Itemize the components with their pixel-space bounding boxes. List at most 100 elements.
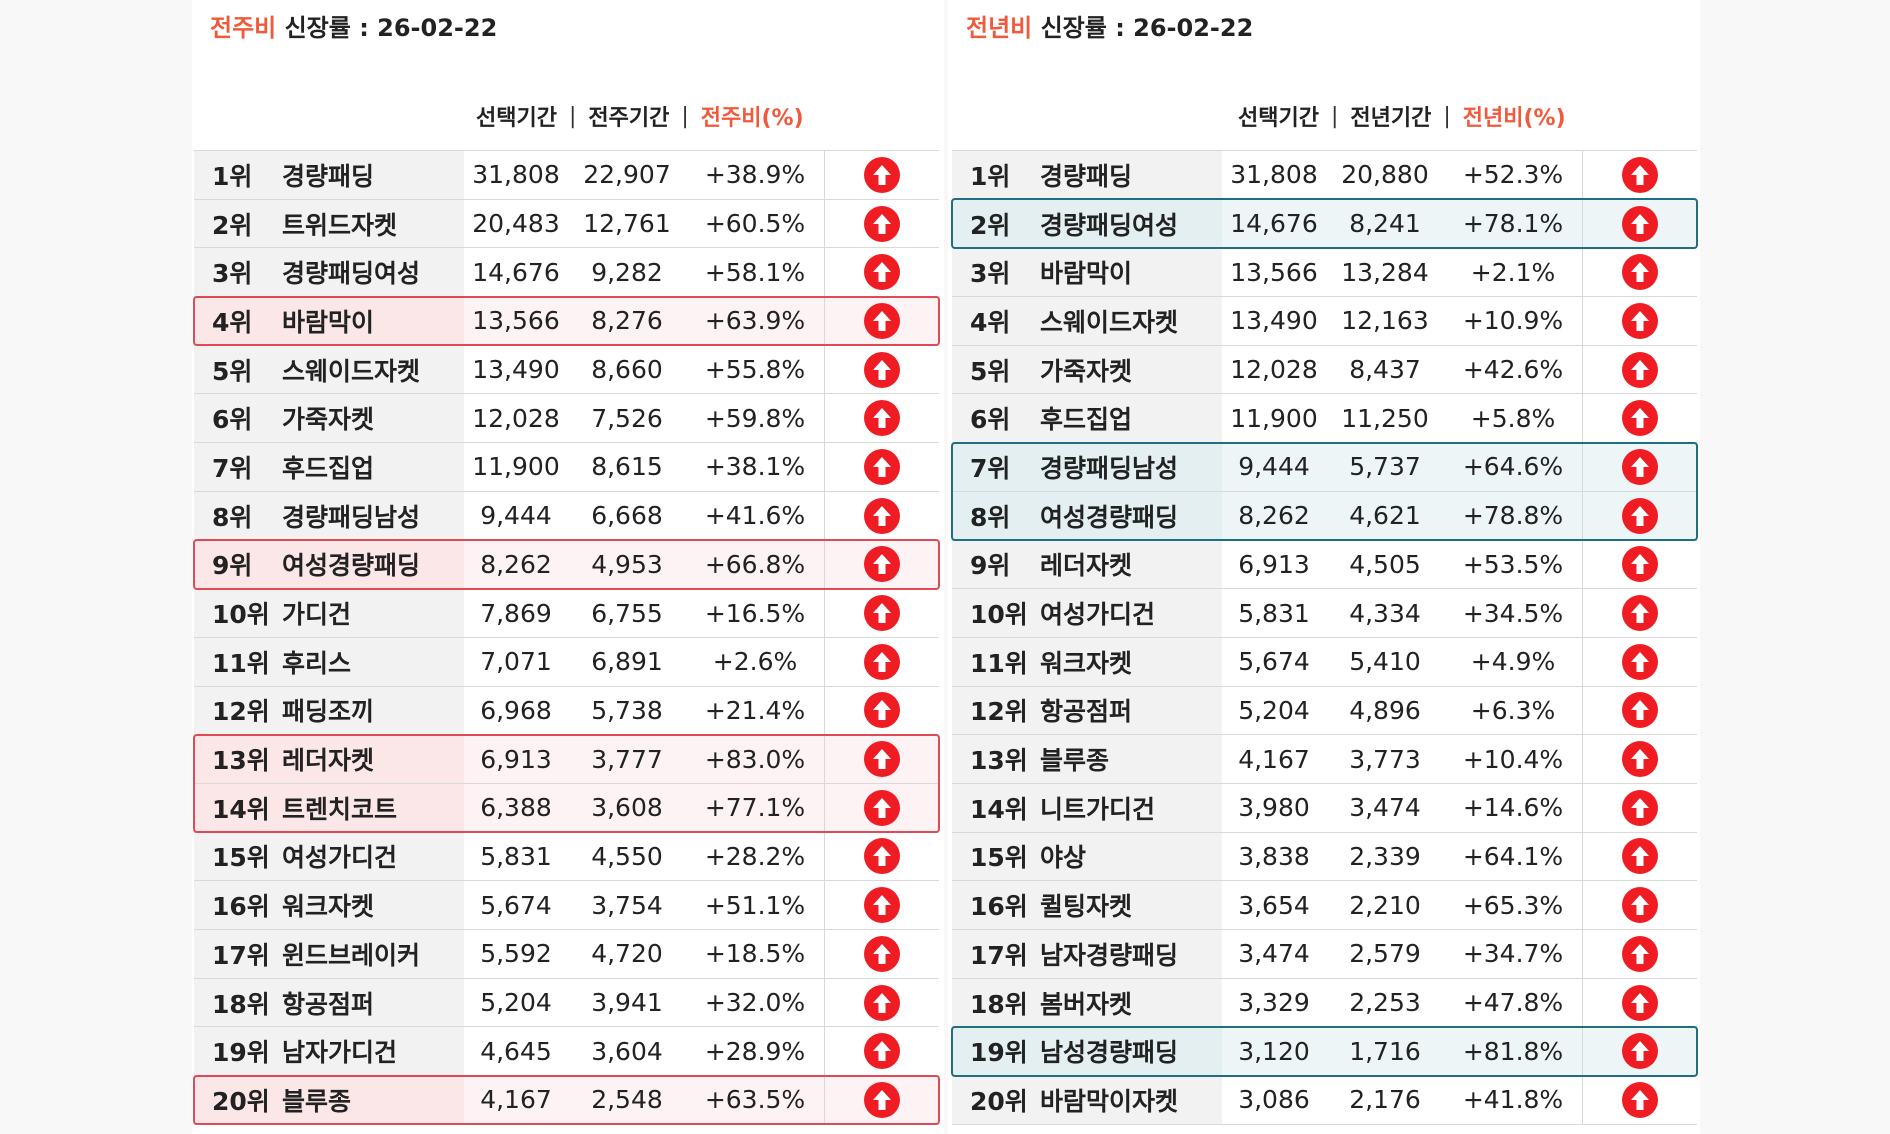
header-separator: | (568, 103, 577, 129)
arrow-up-circle-icon (1622, 156, 1658, 193)
table-row: 18위 항공점퍼 5,204 3,941 +32.0% (194, 978, 939, 1028)
selected-period-value: 5,204 (464, 978, 568, 1028)
selected-period-value: 8,262 (1222, 491, 1326, 541)
arrow-up-circle-icon (864, 838, 900, 875)
trend-cell (1582, 978, 1697, 1028)
header-growth-pct: 전년비(%) (1462, 106, 1566, 131)
rank-cell: 3위 (194, 247, 282, 298)
growth-pct-value: +16.5% (686, 588, 825, 638)
trend-cell (824, 832, 939, 882)
keyword-cell: 여성가디건 (282, 832, 464, 882)
panel-title: 전년비 신장률 : 26-02-22 (966, 14, 1254, 42)
rank-cell: 20위 (194, 1075, 282, 1125)
growth-pct-value: +38.1% (686, 442, 825, 492)
growth-pct-value: +77.1% (686, 783, 825, 833)
rank-cell: 8위 (194, 491, 282, 541)
arrow-up-circle-icon (864, 546, 900, 583)
selected-period-value: 3,980 (1222, 783, 1326, 833)
table-row: 9위 여성경량패딩 8,262 4,953 +66.8% (194, 540, 939, 590)
rank-cell: 3위 (952, 247, 1040, 298)
trend-cell (1582, 880, 1697, 930)
selected-period-value: 14,676 (464, 247, 568, 298)
rank-cell: 15위 (194, 832, 282, 882)
selected-period-value: 5,204 (1222, 686, 1326, 736)
keyword-cell: 가디건 (282, 588, 464, 638)
table-row: 18위 봄버자켓 3,329 2,253 +47.8% (952, 978, 1697, 1028)
arrow-up-circle-icon (1622, 254, 1658, 291)
selected-period-value: 11,900 (464, 442, 568, 492)
prev-period-value: 12,761 (568, 199, 686, 249)
rank-cell: 17위 (194, 929, 282, 979)
prev-period-value: 9,282 (568, 247, 686, 298)
arrow-up-circle-icon (1622, 643, 1658, 680)
growth-pct-value: +64.6% (1444, 442, 1583, 492)
arrow-up-circle-icon (864, 351, 900, 388)
keyword-cell: 가죽자켓 (282, 393, 464, 444)
column-headers: 선택기간 | 전주기간 | 전주비(%) (476, 100, 804, 132)
rank-cell: 15위 (952, 832, 1040, 882)
rank-cell: 8위 (952, 491, 1040, 541)
growth-pct-value: +53.5% (1444, 540, 1583, 590)
prev-period-value: 3,941 (568, 978, 686, 1028)
selected-period-value: 6,913 (464, 734, 568, 784)
table-row: 6위 후드집업 11,900 11,250 +5.8% (952, 393, 1697, 444)
trend-cell (824, 1026, 939, 1077)
arrow-up-circle-icon (1622, 497, 1658, 534)
table-row: 3위 경량패딩여성 14,676 9,282 +58.1% (194, 247, 939, 298)
trend-cell (1582, 588, 1697, 638)
table-row: 11위 워크자켓 5,674 5,410 +4.9% (952, 637, 1697, 687)
arrow-up-circle-icon (1622, 205, 1658, 242)
trend-cell (1582, 345, 1697, 395)
header-separator: | (1330, 103, 1339, 129)
wow-growth-panel: 전주비 신장률 : 26-02-22 선택기간 | 전주기간 | 전주비(%) … (192, 0, 944, 1134)
prev-period-value: 3,777 (568, 734, 686, 784)
prev-period-value: 8,276 (568, 296, 686, 346)
rank-cell: 14위 (952, 783, 1040, 833)
trend-cell (1582, 442, 1697, 492)
selected-period-value: 7,869 (464, 588, 568, 638)
arrow-up-circle-icon (864, 887, 900, 924)
growth-pct-value: +64.1% (1444, 832, 1583, 882)
prev-period-value: 11,250 (1326, 393, 1444, 444)
growth-pct-value: +42.6% (1444, 345, 1583, 395)
rank-cell: 20위 (952, 1075, 1040, 1125)
growth-pct-value: +60.5% (686, 199, 825, 249)
prev-period-value: 4,720 (568, 929, 686, 979)
keyword-cell: 트렌치코트 (282, 783, 464, 833)
arrow-up-circle-icon (1622, 887, 1658, 924)
trend-cell (824, 880, 939, 930)
trend-cell (1582, 393, 1697, 444)
selected-period-value: 4,167 (464, 1075, 568, 1125)
selected-period-value: 5,831 (1222, 588, 1326, 638)
ranking-table: 1위 경량패딩 31,808 22,907 +38.9% 2위 트위드자켓 20,483 12,… (194, 150, 939, 1125)
arrow-up-circle-icon (1622, 984, 1658, 1021)
prev-period-value: 8,660 (568, 345, 686, 395)
keyword-cell: 트위드자켓 (282, 199, 464, 249)
table-row: 16위 퀼팅자켓 3,654 2,210 +65.3% (952, 880, 1697, 930)
prev-period-value: 4,505 (1326, 540, 1444, 590)
selected-period-value: 13,490 (1222, 296, 1326, 346)
trend-cell (824, 978, 939, 1028)
growth-pct-value: +2.1% (1444, 247, 1583, 298)
rank-cell: 18위 (952, 978, 1040, 1028)
selected-period-value: 5,831 (464, 832, 568, 882)
growth-pct-value: +28.2% (686, 832, 825, 882)
rank-cell: 5위 (194, 345, 282, 395)
table-row: 2위 경량패딩여성 14,676 8,241 +78.1% (952, 199, 1697, 249)
trend-cell (1582, 929, 1697, 979)
table-row: 17위 남자경량패딩 3,474 2,579 +34.7% (952, 929, 1697, 979)
selected-period-value: 5,674 (464, 880, 568, 930)
table-row: 16위 워크자켓 5,674 3,754 +51.1% (194, 880, 939, 930)
arrow-up-circle-icon (1622, 302, 1658, 339)
arrow-up-circle-icon (864, 984, 900, 1021)
prev-period-value: 8,241 (1326, 199, 1444, 249)
keyword-cell: 워크자켓 (1040, 637, 1222, 687)
trend-cell (1582, 783, 1697, 833)
rank-cell: 10위 (194, 588, 282, 638)
keyword-cell: 후드집업 (1040, 393, 1222, 444)
growth-pct-value: +63.9% (686, 296, 825, 346)
table-row: 5위 스웨이드자켓 13,490 8,660 +55.8% (194, 345, 939, 395)
keyword-cell: 항공점퍼 (1040, 686, 1222, 736)
trend-cell (824, 686, 939, 736)
prev-period-value: 20,880 (1326, 150, 1444, 200)
